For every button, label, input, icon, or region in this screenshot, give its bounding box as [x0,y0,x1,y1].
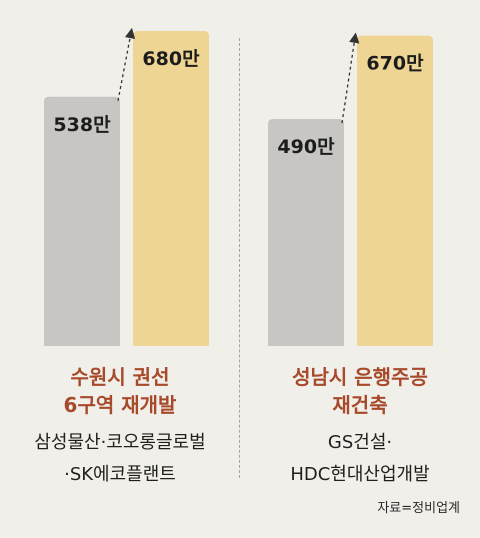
companies-seongnam: GS건설· HDC현대산업개발 [240,427,480,491]
group-title-line: 수원시 권선 [70,365,170,389]
company-line: ·SK에코플랜트 [64,464,176,485]
bar-value-label: 670만 [366,53,424,75]
bar-value-label: 490만 [277,136,335,158]
group-title-line: 성남시 은행주공 [292,365,428,389]
bar [44,96,120,346]
bar-chart: 538만 680만 490만 670만 [44,27,433,346]
bar [133,31,209,346]
bar-value-label: 680만 [142,48,200,70]
company-line: GS건설· [327,432,393,453]
group-divider [239,38,240,478]
group-title-line: 6구역 재개발 [63,393,177,417]
company-line: HDC현대산업개발 [290,464,430,485]
group-title-line: 재건축 [332,393,388,417]
bar-value-label: 538만 [53,114,111,136]
group-title-seongnam: 성남시 은행주공 재건축 [240,363,480,419]
bar [268,119,344,346]
group-title-suwon: 수원시 권선 6구역 재개발 [0,363,240,419]
bar [357,35,433,346]
companies-suwon: 삼성물산·코오롱글로벌 ·SK에코플랜트 [0,427,240,491]
increase-arrow [341,32,360,124]
company-line: 삼성물산·코오롱글로벌 [34,432,206,453]
increase-arrow [117,27,136,101]
source-note: 자료=정비업계 [377,501,460,516]
